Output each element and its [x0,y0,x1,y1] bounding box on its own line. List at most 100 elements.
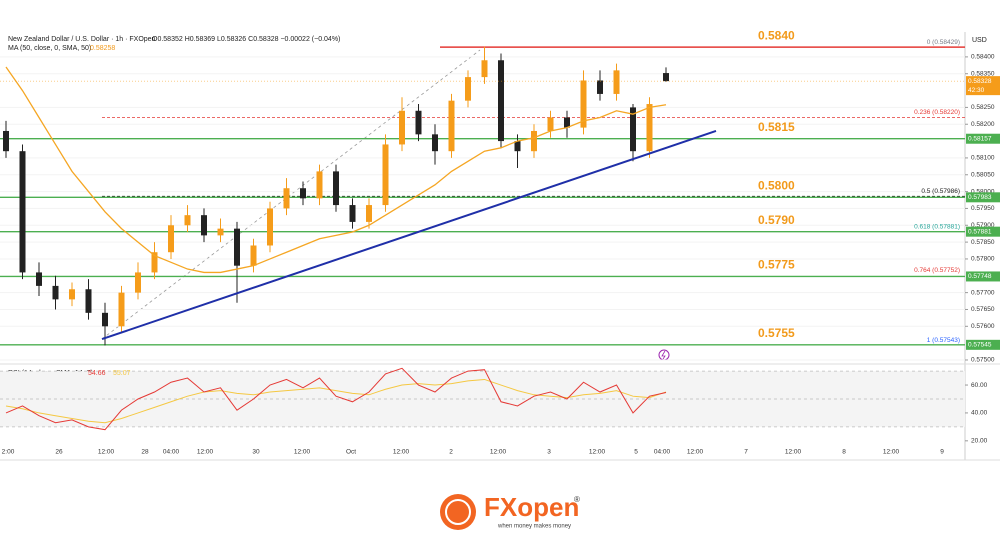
candle-body [514,141,521,152]
y-tick-label: 0.58400 [971,54,995,61]
y-tick-label: 0.58200 [971,121,995,128]
x-tick-label: 5 [634,449,638,456]
candle-body [250,245,257,266]
candle-body [547,117,554,131]
candle-body [597,80,603,94]
y-tick-label: 0.58100 [971,155,995,162]
candle-body [19,151,26,273]
x-tick-label: 3 [547,449,551,456]
y-tick-label: 0.57700 [971,289,995,296]
x-tick-label: 12:00 [197,449,214,456]
candle-body [151,252,158,273]
candle-body [118,292,125,327]
candle-body [465,77,471,101]
candle-body [300,188,306,199]
x-tick-label: 12:00 [490,449,507,456]
price-box-label: 0.57748 [968,273,992,280]
candle-body [481,60,488,78]
candle-body [217,228,224,236]
candle-body [52,285,59,300]
price-box-label: 0.58157 [968,135,992,142]
y-tick-label: 60.00 [971,382,988,389]
level-label: 0.5840 [758,28,795,42]
fib-diagonal [101,49,481,340]
logo-tagline: when money makes money [497,524,571,530]
candle-body [613,70,620,94]
price-box [966,133,1000,144]
candle-body [283,188,290,209]
x-tick-label: 9 [940,449,944,456]
x-tick-label: 12:00 [785,449,802,456]
fib-label: 0.236 (0.58220) [914,109,960,116]
x-tick-label: 26 [55,449,63,456]
candle-body [366,205,372,222]
y-tick-label: 0.58000 [971,188,995,195]
y-tick-label: 0.57500 [971,357,995,364]
ma-title: MA (50, close, 0, SMA, 50) [8,45,91,52]
logo-emblem-ring [445,499,471,525]
x-tick-label: 12:00 [393,449,410,456]
logo-registered: ® [574,495,580,504]
level-label: 0.5755 [758,326,795,340]
price-box [966,271,1000,282]
candle-body [234,228,240,266]
fib-label: 0.764 (0.57752) [914,267,960,274]
x-tick-label: 8 [842,449,846,456]
price-box [966,226,1000,237]
fib-label: 1 (0.57543) [927,337,960,344]
rsi-value: 54.66 [88,370,106,377]
candle-body [531,130,537,152]
currency: USD [972,37,987,44]
y-tick-label: 0.57650 [971,306,995,313]
fib-label: 0.618 (0.57881) [914,223,960,230]
price-box [966,192,1000,203]
last-price-box [966,76,1000,96]
x-tick-label: 12:00 [98,449,115,456]
y-tick-label: 0.58050 [971,171,995,178]
candle-body [184,215,191,226]
level-label: 0.5775 [758,258,795,272]
x-tick-label: Oct [346,449,356,456]
ma-line [5,66,667,274]
candle-body [316,171,323,199]
countdown-label: 42:30 [968,87,985,94]
x-tick-label: 12:00 [294,449,311,456]
fib-label: 0.5 (0.57986) [921,188,960,195]
x-tick-label: 04:00 [163,449,180,456]
candle-body [3,130,9,152]
logo: FXopen ® when money makes money [440,492,580,530]
last-price-label: 0.58328 [968,78,992,85]
y-tick-label: 40.00 [971,410,988,417]
x-tick-label: 12:00 [687,449,704,456]
candle-body [349,205,356,222]
price-box-label: 0.57545 [968,342,992,349]
candle-body [630,107,636,152]
y-tick-label: 0.57600 [971,323,995,330]
candle-body [646,104,653,152]
level-label: 0.5790 [758,213,795,227]
candle-body [85,289,92,313]
x-tick-label: 2 [449,449,453,456]
candle-body [415,110,422,135]
y-tick-label: 0.58350 [971,70,995,77]
rsi-line [5,378,667,424]
candle-body [564,117,570,128]
candle-body [201,215,207,236]
candle-body [69,289,75,300]
x-tick-label: 28 [141,449,149,456]
ma-value: 0.58258 [90,45,115,52]
candle-body [448,100,455,152]
candle-body [399,110,405,145]
symbol: New Zealand Dollar / U.S. Dollar · 1h · … [8,36,156,43]
candle-body [168,225,174,253]
trendline [101,130,717,341]
event-icon-bolt [661,350,666,360]
candle-body [135,272,141,293]
rsi-line [5,367,667,431]
price-box-label: 0.57983 [968,194,992,201]
x-tick-label: 2:00 [2,449,15,456]
y-tick-label: 0.57950 [971,205,995,212]
candle-body [580,80,587,128]
y-tick-label: 0.57800 [971,256,995,263]
